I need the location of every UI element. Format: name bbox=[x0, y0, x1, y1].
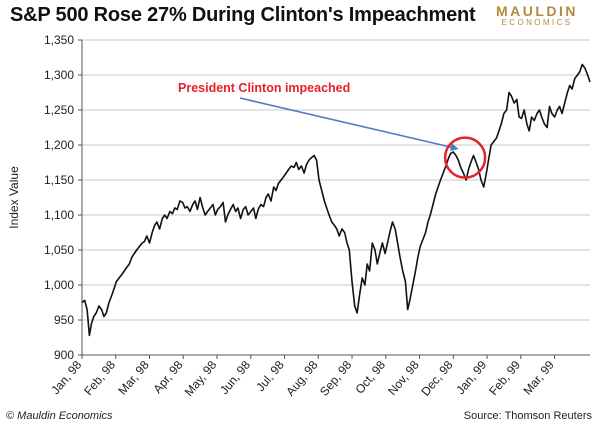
y-tick-label: 1,200 bbox=[44, 138, 74, 152]
x-tick-label: Jan, 99 bbox=[453, 358, 489, 397]
y-tick-label: 1,150 bbox=[44, 173, 74, 187]
x-tick-label: Jul, 98 bbox=[253, 358, 287, 394]
y-tick-label: 1,100 bbox=[44, 208, 74, 222]
y-tick-label: 1,050 bbox=[44, 243, 74, 257]
highlight-circle bbox=[443, 136, 487, 179]
source-footer: Source: Thomson Reuters bbox=[463, 410, 592, 422]
x-tick-label: Jan, 98 bbox=[48, 358, 84, 397]
copyright-footer: © Mauldin Economics bbox=[6, 410, 113, 422]
x-tick-label: Dec, 98 bbox=[418, 358, 456, 399]
y-axis-label: Index Value bbox=[7, 166, 21, 229]
x-tick-label: May, 98 bbox=[182, 358, 220, 399]
y-tick-label: 1,350 bbox=[44, 33, 74, 47]
y-tick-label: 950 bbox=[54, 313, 74, 327]
x-tick-label: Feb, 98 bbox=[81, 358, 118, 398]
x-tick-label: Apr, 98 bbox=[150, 358, 185, 396]
y-axis-ticks: 900 950 1,000 1,050 1,100 1,150 1,200 1,250 1,30… bbox=[44, 33, 82, 362]
x-tick-label: Aug, 98 bbox=[283, 358, 321, 399]
chart-title: S&P 500 Rose 27% During Clinton's Impeac… bbox=[10, 4, 476, 26]
y-tick-label: 1,250 bbox=[44, 103, 74, 117]
x-tick-label: Oct, 98 bbox=[352, 358, 388, 397]
gridlines bbox=[82, 39, 590, 321]
x-tick-label: Jun, 98 bbox=[217, 358, 253, 397]
logo-line-2: ECONOMICS bbox=[501, 18, 573, 27]
x-tick-label: Nov, 98 bbox=[385, 358, 422, 398]
annotation-group: President Clinton impeached bbox=[178, 81, 487, 179]
y-tick-label: 1,000 bbox=[44, 278, 74, 292]
x-tick-label: Mar, 98 bbox=[115, 358, 152, 398]
x-tick-label: Sep, 98 bbox=[317, 358, 355, 399]
y-tick-label: 1,300 bbox=[44, 68, 74, 82]
x-tick-label: Feb, 99 bbox=[486, 358, 523, 398]
sp500-series-line bbox=[81, 63, 591, 337]
x-tick-label: Mar, 99 bbox=[520, 358, 557, 398]
annotation-label: President Clinton impeached bbox=[178, 81, 350, 95]
logo-line-1: MAULDIN bbox=[495, 3, 579, 19]
y-tick-label: 900 bbox=[54, 348, 74, 362]
mauldin-economics-logo: MAULDIN ECONOMICS bbox=[482, 3, 592, 27]
annotation-arrow bbox=[239, 97, 459, 152]
